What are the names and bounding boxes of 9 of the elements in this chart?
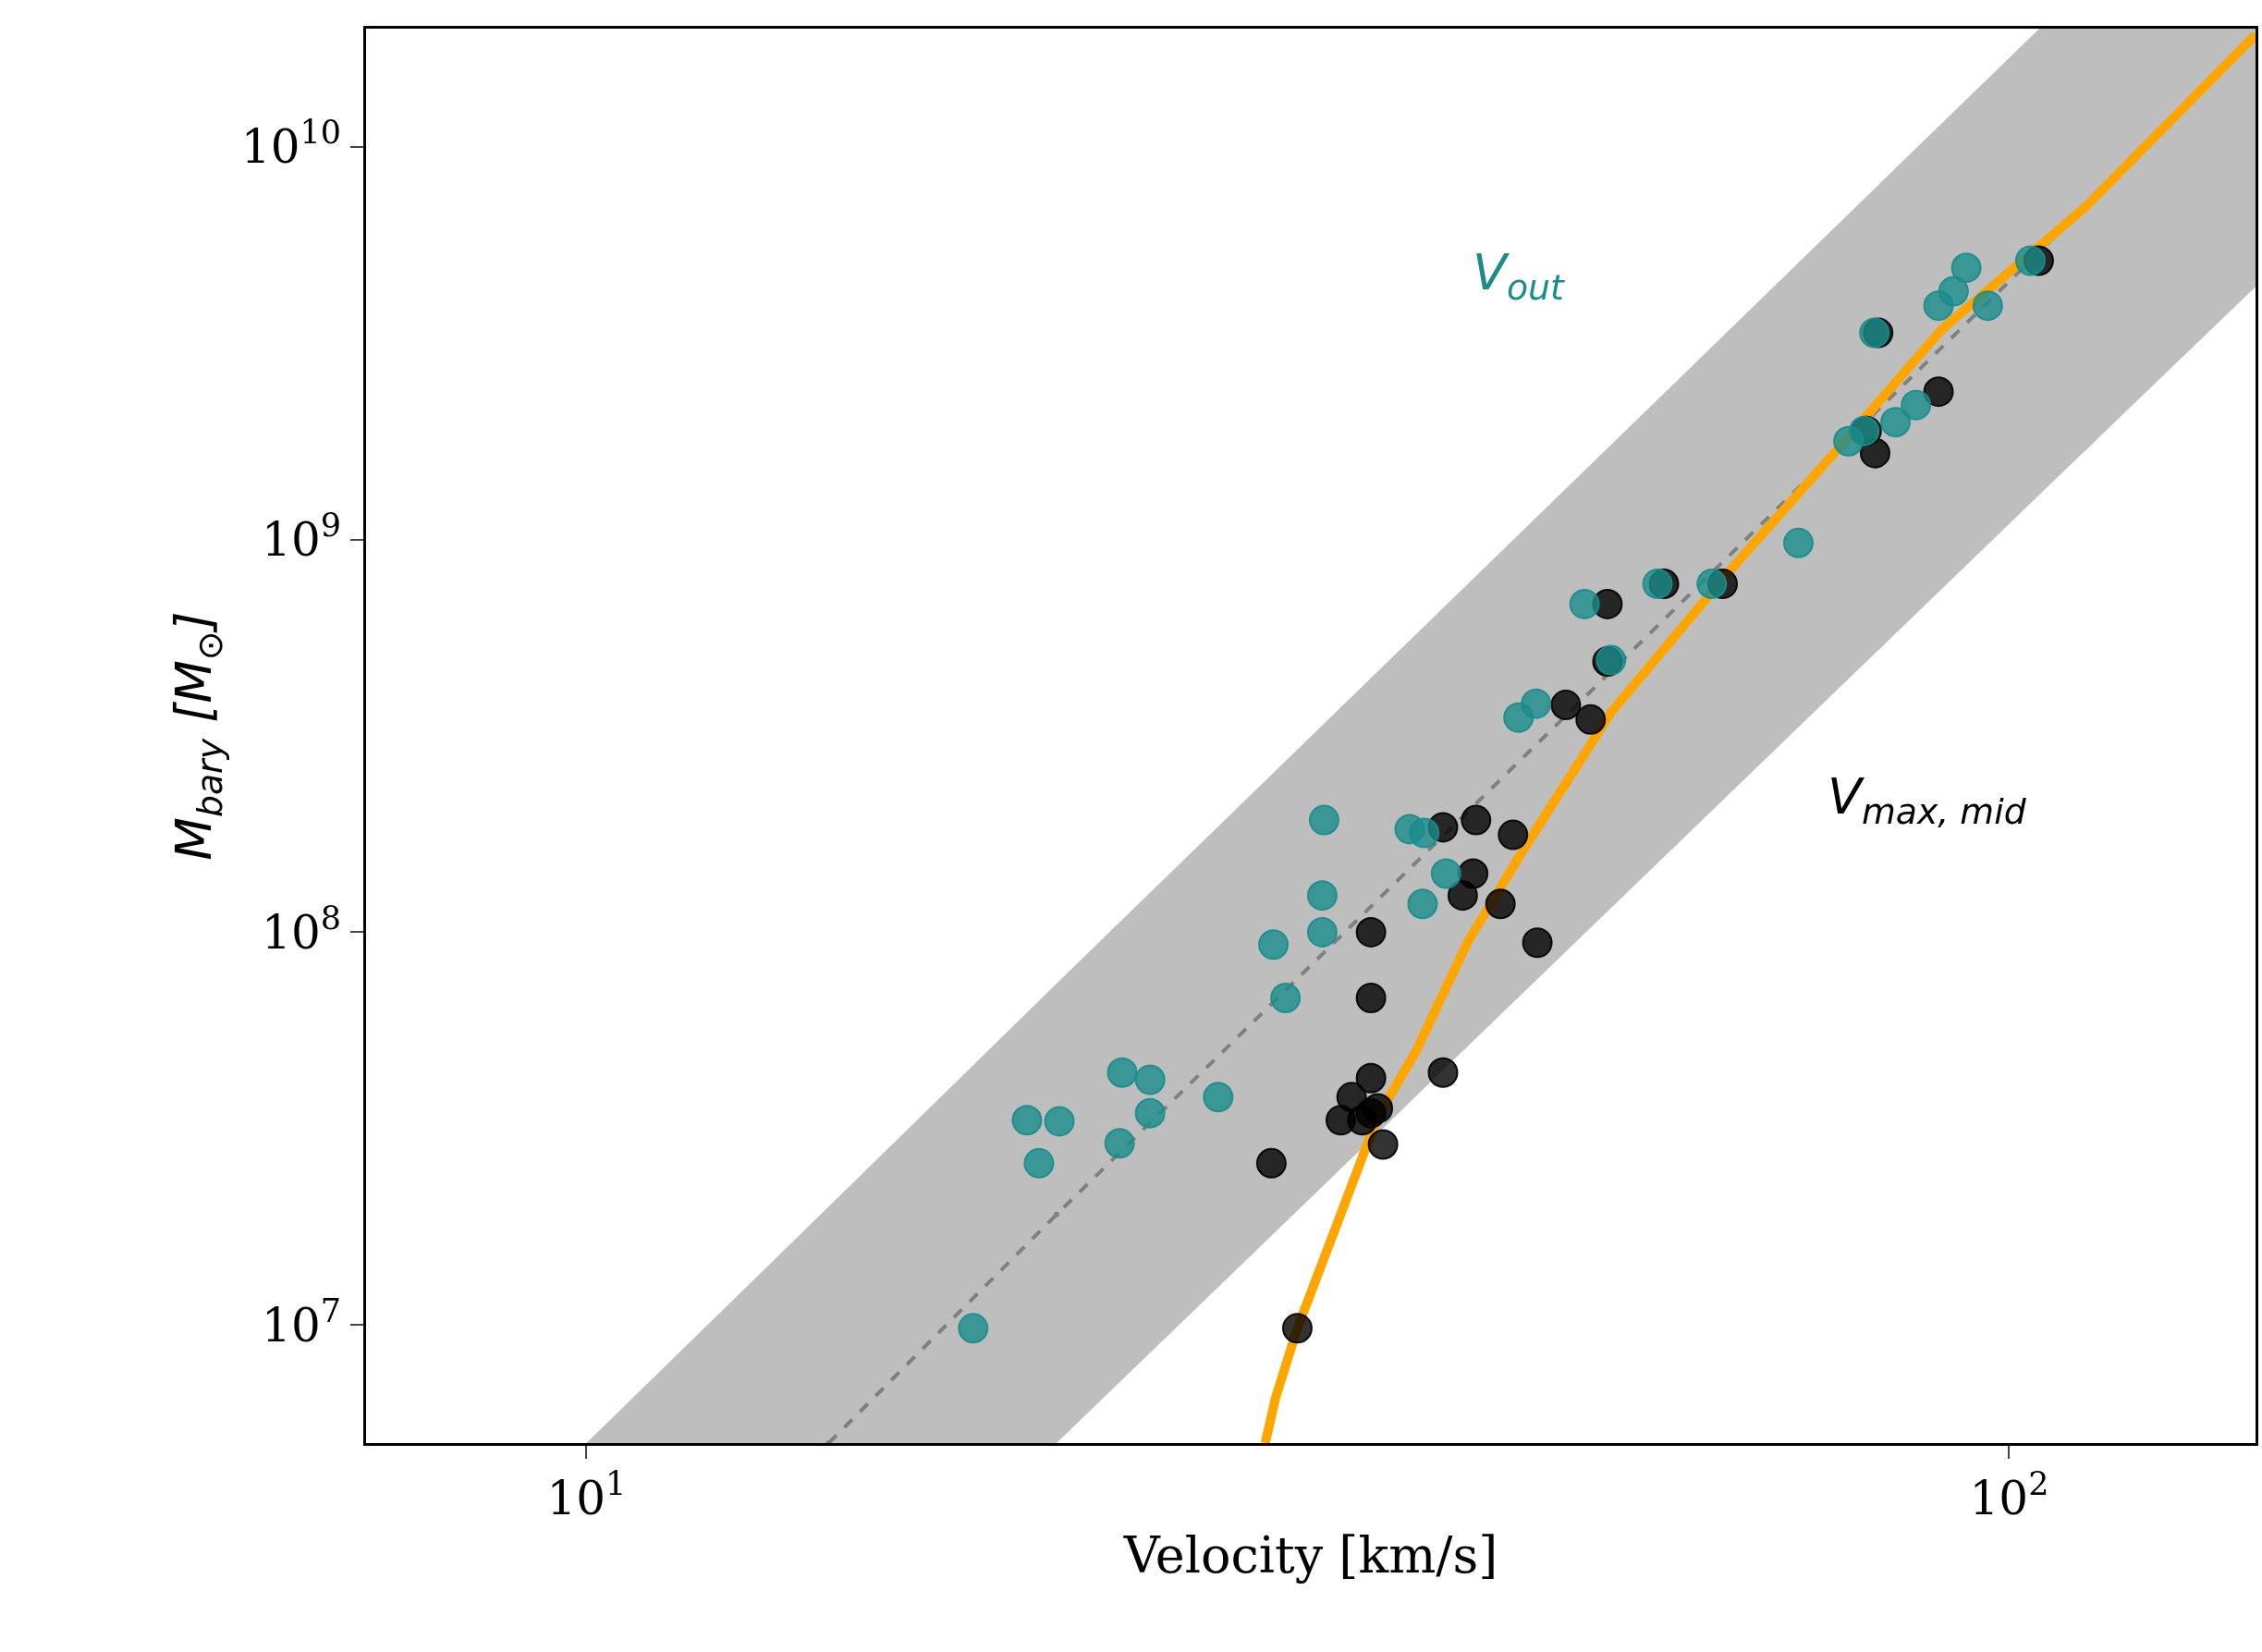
x-tick-label: 10$^{2}$	[1969, 1465, 2049, 1525]
x-axis-title: Velocity [km/s]	[1122, 1526, 1498, 1585]
y-tick-label: 10$^{9}$	[262, 507, 341, 568]
text: V$_{max, mid}$	[1828, 767, 2027, 833]
y-tick-label: 10$^{10}$	[240, 114, 341, 175]
y-tick-label: 10$^{8}$	[262, 899, 341, 960]
x-tick-label: 10$^{1}$	[546, 1465, 627, 1525]
y-tick-label: 10$^{7}$	[262, 1291, 341, 1352]
text: V$_{out}$	[1473, 243, 1566, 309]
